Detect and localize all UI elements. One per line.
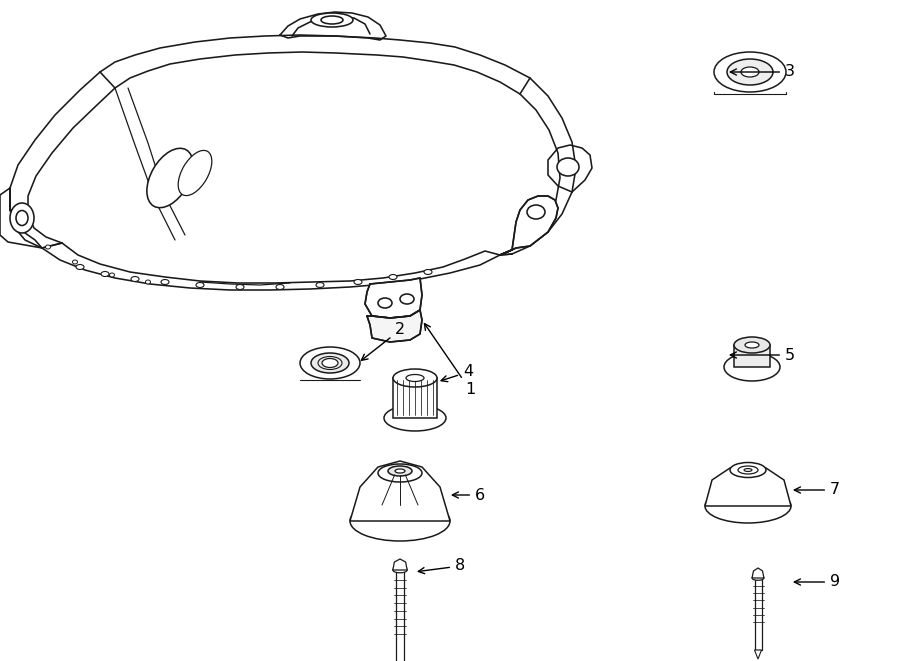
Ellipse shape — [236, 284, 244, 290]
Polygon shape — [705, 463, 791, 506]
Ellipse shape — [384, 405, 446, 431]
Ellipse shape — [724, 353, 780, 381]
Ellipse shape — [400, 294, 414, 304]
Ellipse shape — [378, 464, 422, 482]
Polygon shape — [396, 570, 404, 661]
Ellipse shape — [161, 280, 169, 284]
Ellipse shape — [311, 13, 353, 27]
Ellipse shape — [311, 353, 349, 373]
Text: 6: 6 — [453, 488, 485, 502]
Ellipse shape — [316, 282, 324, 288]
Ellipse shape — [101, 272, 109, 276]
Ellipse shape — [744, 469, 752, 471]
Ellipse shape — [392, 567, 407, 573]
Ellipse shape — [146, 280, 150, 284]
Polygon shape — [734, 345, 770, 367]
Ellipse shape — [10, 203, 34, 233]
Ellipse shape — [388, 466, 412, 476]
Ellipse shape — [727, 59, 773, 85]
Text: 1: 1 — [425, 324, 475, 397]
Ellipse shape — [378, 298, 392, 308]
Ellipse shape — [46, 245, 50, 249]
Ellipse shape — [741, 67, 759, 77]
Ellipse shape — [196, 282, 204, 288]
Polygon shape — [350, 461, 450, 521]
Polygon shape — [392, 559, 407, 570]
Ellipse shape — [389, 274, 397, 280]
Ellipse shape — [714, 52, 786, 92]
Text: 2: 2 — [362, 323, 405, 360]
Ellipse shape — [73, 260, 77, 264]
Ellipse shape — [300, 347, 360, 379]
Ellipse shape — [350, 501, 450, 541]
Polygon shape — [754, 578, 761, 650]
Ellipse shape — [393, 369, 437, 387]
Text: 5: 5 — [730, 348, 795, 362]
Ellipse shape — [745, 342, 759, 348]
Ellipse shape — [395, 469, 405, 473]
Ellipse shape — [354, 280, 362, 284]
Polygon shape — [752, 568, 764, 578]
Ellipse shape — [110, 273, 114, 277]
Ellipse shape — [276, 284, 284, 290]
Polygon shape — [393, 378, 437, 418]
Polygon shape — [754, 650, 761, 659]
Text: 4: 4 — [441, 364, 473, 381]
Ellipse shape — [705, 489, 791, 523]
Polygon shape — [365, 278, 422, 318]
Ellipse shape — [752, 576, 764, 580]
Ellipse shape — [178, 151, 212, 196]
Ellipse shape — [406, 375, 424, 381]
Ellipse shape — [527, 205, 545, 219]
Polygon shape — [367, 310, 422, 342]
Ellipse shape — [322, 358, 338, 368]
Ellipse shape — [76, 264, 84, 270]
Text: 8: 8 — [418, 559, 465, 574]
Text: 7: 7 — [795, 483, 840, 498]
Ellipse shape — [424, 270, 432, 274]
Text: 9: 9 — [795, 574, 840, 590]
Ellipse shape — [734, 337, 770, 353]
Ellipse shape — [147, 148, 194, 208]
Polygon shape — [500, 196, 558, 255]
Ellipse shape — [131, 276, 139, 282]
Ellipse shape — [730, 463, 766, 477]
Ellipse shape — [557, 158, 579, 176]
Text: 3: 3 — [730, 65, 795, 79]
